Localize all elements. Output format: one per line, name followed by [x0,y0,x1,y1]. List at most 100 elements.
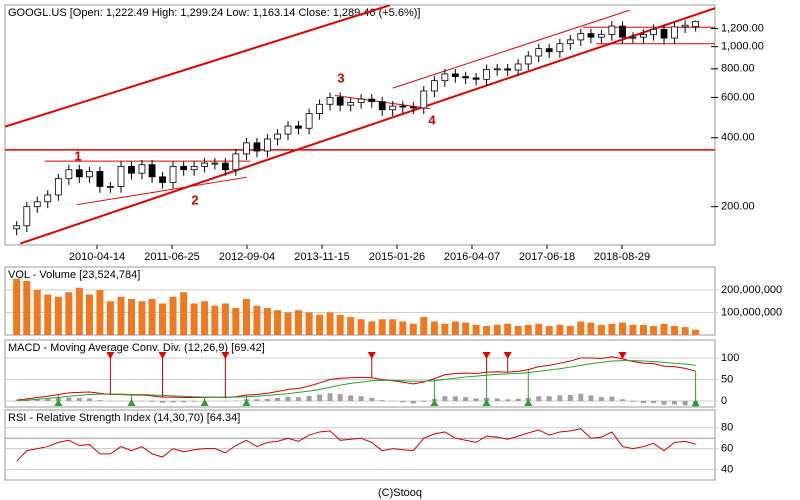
volume-bar [201,301,209,335]
candle-body [274,133,281,140]
volume-bar [274,310,282,335]
sell-signal [106,352,115,359]
buy-signal [127,399,136,406]
histogram-bar [494,398,500,401]
histogram-bar [337,394,343,401]
candle-body [389,105,397,111]
sell-signal [367,352,376,359]
volume-bar [430,321,438,335]
candle-body [566,39,574,45]
candle-body [33,201,41,208]
candle-body [378,101,386,111]
volume-bar [54,296,62,335]
volume-bar [587,322,595,335]
volume-bar [232,307,240,335]
volume-bar [399,321,407,335]
histogram-bar [170,400,176,403]
candle-body [86,171,93,178]
panel-title: MACD - Moving Average Conv. Div. (12,26,… [8,342,265,354]
volume-bar [159,303,167,335]
buy-signal [242,399,251,406]
candle-body [619,25,626,38]
histogram-bar [421,400,427,402]
candle-body [430,80,438,92]
macd-line [16,360,696,402]
candle-body [681,24,689,28]
volume-bar [138,301,146,335]
y-tick-label: 400.00 [721,132,755,144]
buy-signal [524,399,533,406]
volume-bar [316,314,324,335]
candle-body [54,178,62,196]
candle-body [128,165,135,174]
volume-bar [420,316,428,335]
volume-bar [127,298,135,335]
annotation: 3 [337,70,344,85]
histogram-bar [630,400,636,402]
sell-signal [618,352,627,359]
y-tick-label: 80 [721,422,733,434]
candle-body [493,68,501,71]
histogram-bar [463,397,469,401]
candle-body [545,48,553,53]
volume-bar [44,294,52,335]
histogram-bar [348,395,354,401]
histogram-bar [598,397,604,401]
candle-body [169,165,177,183]
histogram-bar [536,396,542,401]
histogram-bar [149,400,155,402]
volume-bar [629,324,637,335]
candle-body [106,186,114,188]
y-tick-label: 1,200.00 [721,22,764,34]
candle-body [409,106,417,109]
histogram-bar [557,395,563,401]
candle-body [201,162,208,167]
histogram-bar [609,396,615,401]
histogram-bar [306,395,312,401]
volume-bar [211,305,219,335]
volume-bar [566,325,574,335]
candle-body [243,142,250,155]
volume-bar [577,321,585,335]
y-tick-label: 800.00 [721,63,755,75]
volume-bar [284,312,292,335]
y-tick-label: 200.00 [721,201,755,213]
histogram-bar [66,397,72,401]
histogram-bar [275,397,281,401]
volume-bar [660,323,668,335]
volume-bar [441,323,449,335]
histogram-bar [515,398,521,401]
histogram-bar [578,393,584,401]
candle-body [148,164,156,178]
candle-body [483,69,490,80]
candle-body [629,36,637,39]
volume-bar [650,325,658,335]
histogram-bar [661,400,667,405]
volume-bar [451,321,459,335]
volume-bar [639,324,647,335]
x-tick-label: 2015-01-26 [369,251,425,263]
histogram-bar [327,393,333,401]
histogram-bar [546,396,552,401]
volume-bar [65,292,73,335]
volume-bar [221,303,229,335]
annotation: 1 [74,148,81,163]
candle-body [13,225,21,230]
sell-signal [482,352,491,359]
trendline [76,176,248,206]
histogram-bar [473,398,479,401]
histogram-bar [97,400,103,401]
candle-body [221,162,229,171]
candle-body [117,165,125,187]
histogram-bar [452,396,458,401]
candle-body [535,48,543,57]
rsi-line [16,428,696,462]
histogram-bar [505,399,511,401]
x-tick-label: 2010-04-14 [69,251,125,263]
candle-body [44,194,52,203]
volume-bar [692,329,700,335]
volume-bar [556,324,564,335]
histogram-bar [191,400,197,402]
volume-bar [378,319,386,335]
